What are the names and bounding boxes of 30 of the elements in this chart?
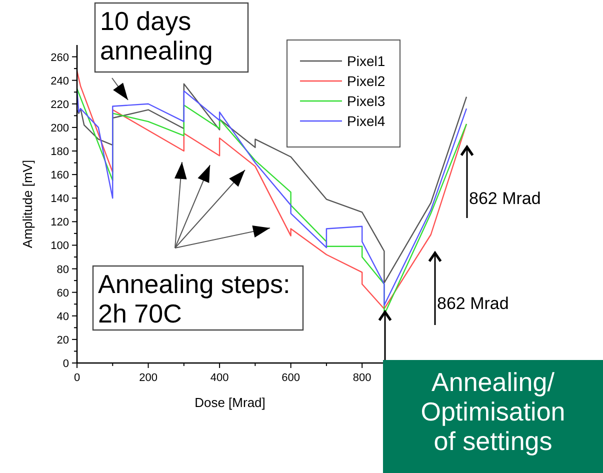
annotation: Annealing steps: 2h 70C bbox=[98, 269, 290, 328]
x-tick-label: 600 bbox=[282, 372, 300, 384]
y-tick-label: 220 bbox=[50, 98, 69, 111]
x-tick-label: 800 bbox=[352, 372, 372, 384]
annotation: 862 Mrad bbox=[437, 294, 509, 313]
y-tick-label: 120 bbox=[50, 216, 69, 229]
y-tick-label: 60 bbox=[56, 287, 69, 300]
y-axis-title: Amplitude [mV] bbox=[20, 160, 35, 248]
text: 862 Mrad bbox=[469, 189, 541, 208]
y-tick-label: 240 bbox=[50, 75, 69, 88]
y-tick-label: 100 bbox=[50, 240, 69, 252]
x-tick-label: 400 bbox=[210, 372, 229, 384]
y-tick-label: 20 bbox=[56, 334, 69, 346]
legend-label: Pixel3 bbox=[347, 93, 386, 109]
legend-label: Pixel4 bbox=[347, 113, 386, 129]
y-tick-label: 200 bbox=[50, 122, 69, 134]
y-tick-label: 0 bbox=[62, 358, 69, 370]
annotation: 10 days annealing bbox=[100, 6, 213, 66]
y-tick-label: 160 bbox=[50, 170, 69, 182]
legend-label: Pixel2 bbox=[347, 73, 386, 89]
legend-label: Pixel1 bbox=[347, 53, 386, 69]
y-tick-label: 180 bbox=[50, 146, 69, 158]
y-tick-label: 260 bbox=[50, 52, 69, 64]
x-axis-title: Dose [Mrad] bbox=[194, 395, 266, 410]
x-tick-label: 0 bbox=[74, 372, 80, 384]
x-tick-label: 200 bbox=[139, 372, 158, 384]
y-tick-label: 80 bbox=[56, 264, 69, 276]
y-tick-label: 140 bbox=[50, 193, 69, 206]
y-tick-label: 40 bbox=[56, 310, 69, 323]
text: Annealing/ Optimisation of settings bbox=[420, 367, 566, 456]
